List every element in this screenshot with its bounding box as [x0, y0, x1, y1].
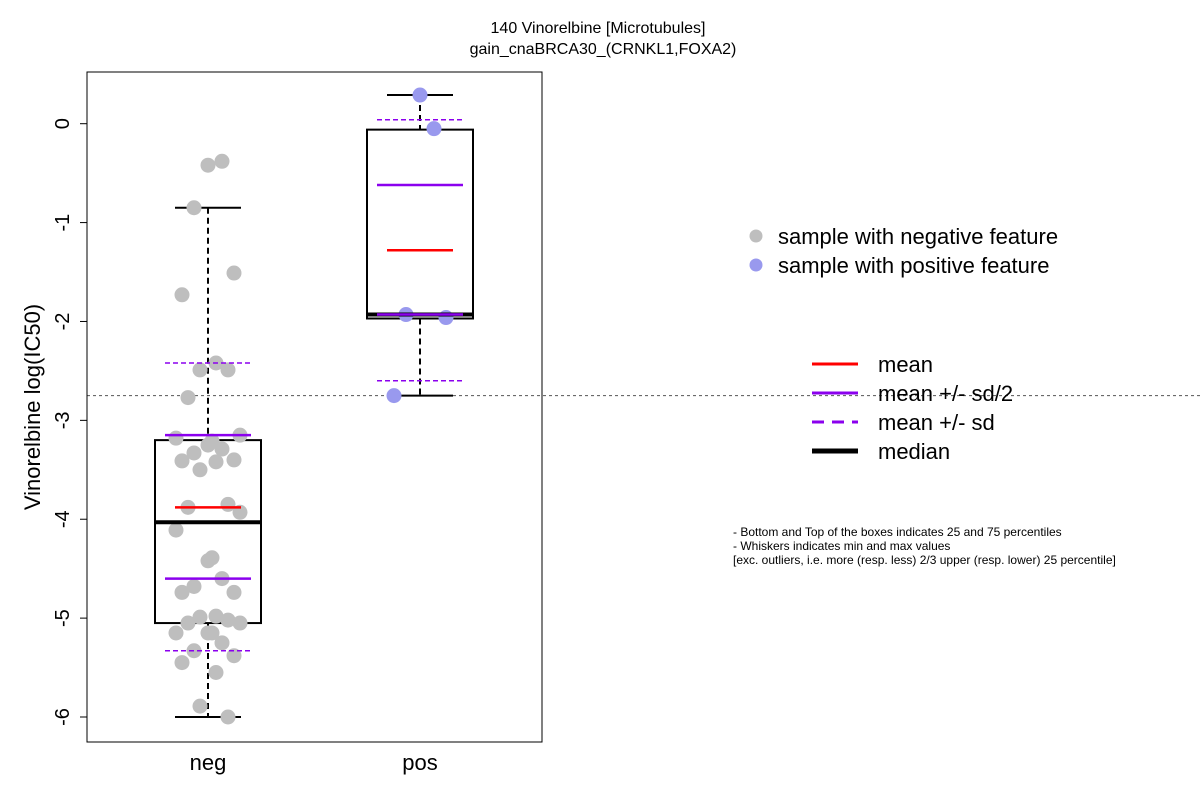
data-point-neg — [174, 287, 190, 303]
data-point-neg — [174, 584, 190, 600]
data-point-neg — [192, 362, 208, 378]
legend-point-marker — [749, 258, 763, 272]
data-point-neg — [208, 665, 224, 681]
data-point-neg — [168, 625, 184, 641]
note-line: - Bottom and Top of the boxes indicates … — [733, 525, 1062, 539]
legend-line-label: median — [878, 439, 950, 464]
y-tick-label: -2 — [52, 313, 74, 331]
data-point-neg — [220, 709, 236, 725]
data-point-pos — [438, 310, 454, 326]
legend-line-label: mean +/- sd/2 — [878, 381, 1013, 406]
chart-subtitle: gain_cnaBRCA30_(CRNKL1,FOXA2) — [470, 41, 737, 58]
axes: 0 -1 -2 -3 -4 -5 -6 neg pos — [52, 71, 543, 775]
data-point-neg — [226, 265, 242, 281]
legend-point-label: sample with negative feature — [778, 224, 1058, 249]
data-point-neg — [226, 584, 242, 600]
x-tick-label: pos — [402, 750, 437, 775]
data-point-neg — [214, 441, 230, 457]
data-point-pos — [412, 87, 428, 103]
data-point-neg — [200, 553, 216, 569]
data-point-neg — [168, 522, 184, 538]
data-point-neg — [192, 698, 208, 714]
legend-point-label: sample with positive feature — [778, 253, 1049, 278]
y-tick-label: -1 — [52, 214, 74, 232]
data-point-neg — [186, 578, 202, 594]
note-line: - Whiskers indicates min and max values — [733, 539, 951, 553]
data-point-neg — [208, 454, 224, 470]
data-point-neg — [186, 200, 202, 216]
chart-title: 140 Vinorelbine [Microtubules] — [491, 20, 706, 37]
x-tick-label: neg — [190, 750, 227, 775]
data-point-neg — [180, 615, 196, 631]
data-point-neg — [200, 625, 216, 641]
data-point-neg — [192, 462, 208, 478]
legend: sample with negative feature sample with … — [749, 224, 1058, 464]
data-point-neg — [168, 430, 184, 446]
legend-line-label: mean +/- sd — [878, 410, 995, 435]
chart-notes: - Bottom and Top of the boxes indicates … — [733, 525, 1116, 567]
data-point-neg — [208, 608, 224, 624]
data-point-neg — [226, 452, 242, 468]
y-tick-label: -4 — [52, 510, 74, 528]
data-point-neg — [200, 157, 216, 173]
data-point-neg — [232, 615, 248, 631]
data-point-neg — [192, 609, 208, 625]
data-point-neg — [220, 362, 236, 378]
y-tick-label: 0 — [52, 118, 74, 129]
data-point-neg — [186, 445, 202, 461]
y-tick-label: -5 — [52, 609, 74, 627]
data-point-neg — [214, 153, 230, 169]
y-tick-label: -6 — [52, 708, 74, 726]
data-point-pos — [386, 388, 402, 404]
plot-frame — [86, 71, 543, 743]
box-pos — [366, 128, 474, 320]
legend-line-label: mean — [878, 352, 933, 377]
data-point-neg — [214, 635, 230, 651]
data-point-neg — [174, 453, 190, 469]
data-point-pos — [426, 121, 442, 137]
data-point-neg — [200, 437, 216, 453]
y-axis-label: Vinorelbine log(IC50) — [20, 304, 45, 510]
y-tick-label: -3 — [52, 411, 74, 429]
data-point-neg — [226, 648, 242, 664]
plot-area — [87, 87, 1200, 725]
data-point-neg — [220, 612, 236, 628]
data-point-neg — [180, 390, 196, 406]
note-line: [exc. outliers, i.e. more (resp. less) 2… — [733, 553, 1116, 567]
data-point-neg — [174, 655, 190, 671]
legend-point-marker — [749, 229, 763, 243]
